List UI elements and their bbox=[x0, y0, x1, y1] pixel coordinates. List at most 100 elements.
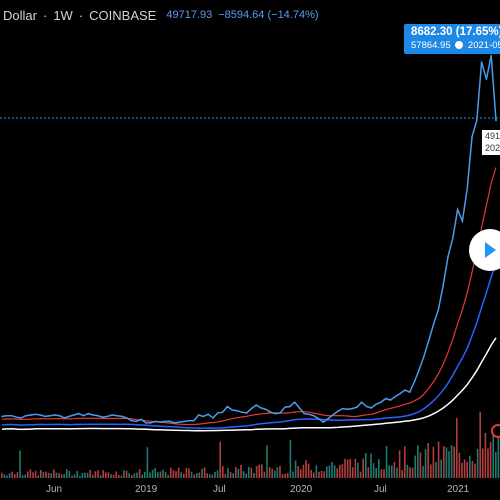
volume-bar bbox=[159, 471, 162, 478]
volume-bar bbox=[297, 466, 299, 478]
volume-bar bbox=[235, 466, 237, 478]
volume-bar bbox=[177, 467, 180, 478]
price-point bbox=[312, 414, 315, 417]
volume-bar bbox=[323, 471, 325, 478]
price-point bbox=[44, 415, 46, 418]
volume-bar bbox=[289, 440, 292, 478]
volume-bar bbox=[471, 461, 474, 478]
volume-bar bbox=[474, 463, 476, 478]
volume-bar bbox=[60, 474, 63, 478]
volume-bar bbox=[84, 472, 86, 478]
volume-bar bbox=[281, 474, 284, 478]
volume-bar bbox=[375, 468, 377, 478]
volume-bar bbox=[401, 470, 403, 478]
volume-bar bbox=[315, 465, 318, 478]
price-point bbox=[49, 414, 51, 417]
x-axis-label-2020: 2020 bbox=[290, 484, 313, 495]
volume-bar bbox=[263, 471, 266, 478]
volume-bar bbox=[219, 441, 221, 478]
price-line bbox=[1, 55, 497, 424]
price-point bbox=[169, 420, 171, 423]
change-value: −8594.64 (−14.74%) bbox=[218, 9, 319, 21]
last-price-tag[interactable]: 8682.30 (17.65%) 57864.95 2021-05-2 bbox=[404, 24, 500, 54]
volume-bar bbox=[50, 473, 52, 478]
volume-bar bbox=[349, 458, 351, 478]
volume-bar bbox=[430, 464, 432, 478]
price-point bbox=[384, 397, 387, 400]
price-point bbox=[58, 414, 61, 417]
volume-bar bbox=[411, 467, 414, 478]
volume-bar bbox=[151, 469, 154, 478]
price-point bbox=[207, 413, 209, 416]
volume-bar bbox=[224, 474, 227, 478]
volume-bar bbox=[76, 470, 78, 478]
volume-bar bbox=[198, 472, 201, 478]
price-point bbox=[25, 414, 27, 417]
price-point bbox=[77, 412, 80, 415]
volume-bar bbox=[99, 475, 102, 478]
price-point bbox=[54, 414, 56, 416]
price-points bbox=[1, 54, 497, 424]
price-point bbox=[380, 401, 382, 404]
price-point bbox=[442, 284, 445, 287]
volume-bar bbox=[404, 446, 406, 478]
volume-bar bbox=[128, 473, 130, 478]
volume-bar bbox=[125, 470, 128, 478]
price-point bbox=[92, 414, 94, 416]
price-point bbox=[164, 420, 166, 423]
price-point bbox=[408, 391, 411, 394]
volume-bar bbox=[300, 469, 302, 478]
volume-bar bbox=[305, 460, 307, 478]
volume-bar bbox=[188, 468, 190, 478]
price-point bbox=[82, 414, 85, 417]
volume-bar bbox=[112, 474, 115, 478]
volume-bar bbox=[255, 466, 258, 478]
symbol-title[interactable]: Dollar bbox=[3, 7, 37, 23]
price-point bbox=[20, 417, 23, 419]
alert-icon[interactable] bbox=[491, 424, 500, 438]
volume-bar bbox=[422, 466, 424, 478]
moving-average-white bbox=[1, 337, 497, 432]
chart-header: Dollar · 1W · COINBASE 49717.93 −8594.64… bbox=[0, 0, 500, 30]
price-point bbox=[471, 136, 473, 138]
price-date: 2021-05-2 bbox=[467, 40, 500, 51]
price-value: 57864.95 bbox=[411, 40, 451, 51]
price-point bbox=[332, 414, 334, 416]
price-point bbox=[289, 405, 291, 408]
price-point bbox=[370, 407, 373, 409]
price-point bbox=[423, 355, 425, 357]
volume-bar bbox=[89, 469, 91, 478]
price-point bbox=[154, 420, 157, 423]
volume-bar bbox=[42, 471, 45, 478]
volume-bar bbox=[339, 464, 341, 478]
clock-icon bbox=[455, 41, 464, 49]
volume-bar bbox=[92, 474, 94, 478]
volume-bar bbox=[419, 452, 422, 478]
price-point bbox=[495, 119, 497, 122]
volume-bar bbox=[427, 443, 429, 478]
moving-average-red bbox=[1, 167, 497, 426]
volume-bar bbox=[248, 466, 250, 478]
volume-bar bbox=[180, 472, 182, 478]
volume-bar bbox=[164, 472, 167, 478]
volume-bar bbox=[250, 468, 253, 478]
volume-bar bbox=[344, 458, 346, 478]
volume-bar bbox=[55, 472, 58, 478]
volume-bar bbox=[367, 467, 370, 478]
volume-bar bbox=[146, 447, 149, 478]
volume-bar bbox=[154, 468, 156, 478]
volume-bar bbox=[123, 470, 125, 478]
separator-dot: · bbox=[78, 7, 84, 23]
volume-bar bbox=[487, 448, 489, 478]
volume-bar bbox=[261, 464, 263, 478]
interval-label[interactable]: 1W bbox=[53, 7, 73, 23]
play-button[interactable] bbox=[469, 229, 500, 271]
volume-bar bbox=[66, 469, 68, 478]
price-point bbox=[173, 422, 176, 424]
volume-bar bbox=[71, 475, 73, 478]
volume-bar bbox=[307, 463, 310, 478]
volume-bar bbox=[341, 464, 344, 478]
volume-bar bbox=[313, 472, 315, 478]
